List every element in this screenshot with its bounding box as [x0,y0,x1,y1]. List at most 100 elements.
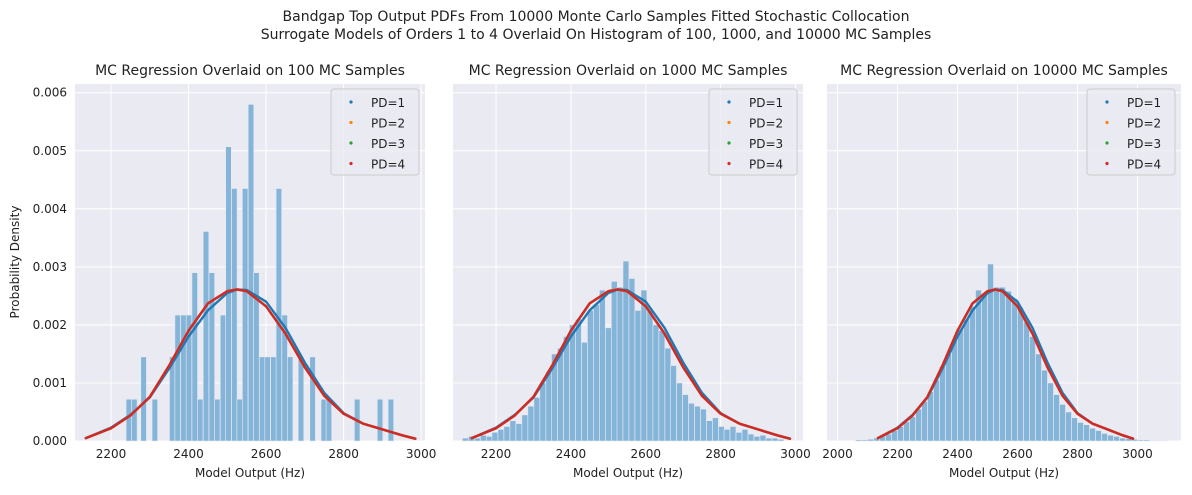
x-axis-label: Model Output (Hz) [573,466,683,480]
histogram-bar [203,231,209,441]
x-tick-label: 2600 [1002,447,1033,461]
y-tick-label: 0.006 [33,86,67,100]
histogram-bar [569,325,575,441]
histogram-bar [868,439,874,441]
legend-label: PD=2 [749,117,783,131]
x-tick-label: 2200 [882,447,913,461]
histogram-bar [1120,438,1126,441]
y-tick-label: 0.003 [33,260,67,274]
histogram-bar [641,290,647,441]
histogram-bar [126,399,132,441]
histogram-bar [298,357,304,441]
histogram-bar [231,188,237,441]
legend-label: PD=1 [371,96,405,110]
chart-panel-2: 2200 2400 2600 2800 3000Model Output (Hz)MC … [453,63,811,480]
histogram-bar [724,429,730,441]
histogram-bar [1024,322,1030,441]
histogram-bar [676,383,682,441]
histogram-bar [970,306,976,441]
histogram-bar [742,429,748,441]
histogram-bar [766,438,772,441]
histogram-bar [504,426,510,441]
histogram-bar [1156,440,1162,441]
histogram-bar [671,366,677,441]
histogram-bar [1150,440,1156,441]
x-tick-label: 2800 [1062,447,1093,461]
histogram-bar [540,383,546,441]
legend-label: PD=4 [371,158,405,172]
histogram-bar [682,395,688,441]
histogram-bar [1006,291,1012,441]
histogram-bar [982,293,988,441]
histogram-bar [1078,422,1084,441]
x-tick-label: 3000 [1122,447,1153,461]
histogram-bar [1054,395,1060,441]
histogram-bar [706,421,712,441]
x-tick-label: 2200 [96,447,127,461]
histogram-bar [265,357,271,441]
histogram-bar [694,406,700,441]
y-axis-label: Probability Density [8,206,22,319]
histogram-bar [1036,354,1042,441]
histogram-bar [462,438,468,441]
histogram-bar [700,409,706,441]
histogram-bar [1162,440,1168,441]
y-tick-label: 0.001 [33,376,67,390]
histogram-bar [994,287,1000,441]
histogram-bar [575,319,581,441]
histogram-bar [516,424,522,441]
histogram-bar [605,328,611,441]
x-tick-label: 2400 [556,447,587,461]
histogram-bar [220,315,226,441]
x-tick-label: 3000 [406,447,437,461]
histogram-bar [1072,418,1078,441]
y-tick-label: 0.005 [33,144,67,158]
histogram-bar [486,436,492,441]
x-axis-label: Model Output (Hz) [195,466,305,480]
histogram-bar [248,104,254,441]
x-tick-label: 2000 [822,447,853,461]
histogram-bar [581,342,587,441]
x-tick-label: 2200 [481,447,512,461]
histogram-bar [557,348,563,441]
histogram-bar [1018,307,1024,441]
legend-label: PD=1 [749,96,783,110]
histogram-bar [952,341,958,441]
histogram-bar [237,399,243,441]
histogram-bar [1090,428,1096,441]
histogram-bar [1000,287,1006,441]
histogram-bar [326,399,332,441]
histogram-bar [748,434,754,441]
histogram-bar [593,305,599,441]
x-axis-label: Model Output (Hz) [949,466,1059,480]
histogram-bar [528,406,534,441]
legend: PD=1PD=2PD=3PD=4 [331,89,419,175]
histogram-bar [665,348,671,441]
histogram-bar [242,188,248,441]
histogram-bar [1144,440,1150,441]
histogram-bar [271,357,277,441]
x-tick-label: 2800 [328,447,359,461]
histogram-bar [617,287,623,441]
histogram-bar [730,426,736,441]
histogram-bar [1114,436,1120,441]
histogram-bar [1102,433,1108,441]
histogram-bar [688,403,694,441]
histogram-bar [1060,404,1066,441]
legend: PD=1PD=2PD=3PD=4 [709,89,797,175]
x-tick-label: 2800 [705,447,736,461]
histogram-bar [760,435,766,441]
histogram-bar [712,418,718,441]
histogram-bar [916,409,922,441]
histogram-bar [388,399,394,441]
histogram-bar [623,261,629,441]
histogram-bar [659,331,665,441]
histogram-bar [940,367,946,441]
histogram-bar [534,397,540,441]
histogram-bar [175,315,181,441]
histogram-bar [922,402,928,441]
legend-marker-pd1 [1105,100,1108,103]
histogram-bar [377,399,383,441]
histogram-bar [736,432,742,441]
